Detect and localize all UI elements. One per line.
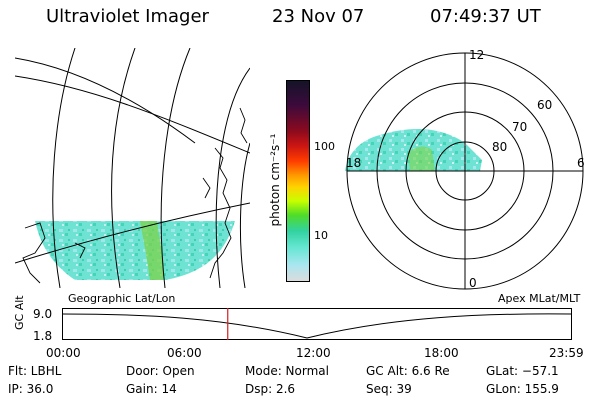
mlt-label-0: 0 — [469, 276, 477, 290]
polar-panel-label: Apex MLat/MLT — [498, 292, 581, 305]
glon-info: GLon: 155.9 — [486, 382, 559, 396]
colorbar-unit-label: photon cm⁻²s⁻¹ — [268, 133, 282, 227]
coastlines — [22, 107, 248, 284]
mlt-label-18: 18 — [346, 156, 362, 170]
time-label: 07:49:37 UT — [430, 6, 541, 27]
timeline-xtick-3: 18:00 — [424, 346, 459, 360]
aurora-oval-bright — [408, 146, 435, 171]
aurora-swath — [35, 221, 235, 280]
seq-info: Seq: 39 — [366, 382, 412, 396]
orbit-timeline[interactable] — [62, 308, 572, 340]
dsp-info: Dsp: 2.6 — [245, 382, 296, 396]
timeline-xtick-1: 06:00 — [167, 346, 202, 360]
colorbar-tick-10: 10 — [314, 229, 328, 242]
geographic-map — [15, 48, 250, 288]
lat-label-70: 70 — [512, 120, 528, 134]
timeline-ytick-high: 9.0 — [33, 307, 53, 321]
gain-info: Gain: 14 — [126, 382, 177, 396]
filter-info: Flt: LBHL — [8, 364, 62, 378]
glat-info: GLat: −57.1 — [486, 364, 559, 378]
geo-panel-label: Geographic Lat/Lon — [68, 292, 176, 305]
timeline-ylabel: GC Alt — [13, 295, 26, 330]
date-label: 23 Nov 07 — [272, 6, 365, 27]
timeline-xtick-4: 23:59 — [549, 346, 584, 360]
timeline-ytick-low: 1.8 — [33, 329, 53, 343]
lat-label-60: 60 — [537, 98, 553, 112]
polar-plot — [345, 52, 584, 290]
aurora-arc — [140, 221, 164, 280]
color-scale-bar — [286, 80, 310, 282]
timeline-xtick-2: 12:00 — [296, 346, 331, 360]
mlt-label-12: 12 — [469, 48, 485, 62]
mlt-label-6: 6 — [577, 156, 585, 170]
timeline-xtick-0: 00:00 — [46, 346, 81, 360]
ip-info: IP: 36.0 — [8, 382, 54, 396]
colorbar-tick-100: 100 — [314, 140, 335, 153]
app-title: Ultraviolet Imager — [46, 6, 209, 27]
mode-info: Mode: Normal — [245, 364, 329, 378]
graticule — [15, 48, 250, 288]
door-info: Door: Open — [126, 364, 195, 378]
gc-alt-info: GC Alt: 6.6 Re — [366, 364, 450, 378]
lat-label-80: 80 — [492, 140, 508, 154]
altitude-curve — [62, 313, 572, 339]
